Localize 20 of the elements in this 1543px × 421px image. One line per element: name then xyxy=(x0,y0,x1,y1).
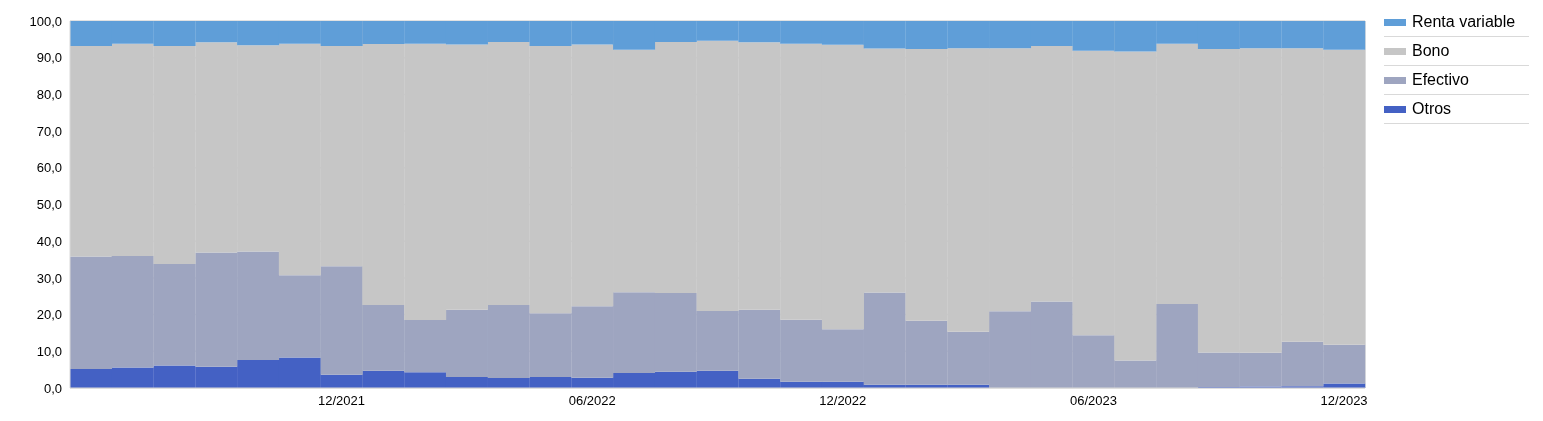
legend-label: Renta variable xyxy=(1412,13,1516,31)
legend-label: Bono xyxy=(1412,42,1450,60)
y-tick-label: 80,0 xyxy=(36,87,62,103)
y-tick-label: 0,0 xyxy=(43,380,62,396)
y-tick-label: 90,0 xyxy=(36,50,62,66)
y-tick-label: 100,0 xyxy=(29,13,62,29)
y-tick-label: 40,0 xyxy=(36,233,62,249)
y-tick-label: 50,0 xyxy=(36,197,62,213)
x-tick-label: 06/2022 xyxy=(568,393,616,409)
legend-label: Otros xyxy=(1412,100,1452,118)
y-tick-label: 20,0 xyxy=(36,307,62,323)
y-tick-label: 10,0 xyxy=(36,343,62,359)
x-tick-label: 12/2023 xyxy=(1320,393,1368,409)
x-tick-label: 12/2021 xyxy=(318,393,366,409)
x-tick-label: 12/2022 xyxy=(819,393,867,409)
legend-label: Efectivo xyxy=(1412,71,1469,89)
y-tick-label: 70,0 xyxy=(36,123,62,139)
y-tick-label: 60,0 xyxy=(36,160,62,176)
x-tick-label: 06/2023 xyxy=(1069,393,1117,409)
y-tick-label: 30,0 xyxy=(36,270,62,286)
